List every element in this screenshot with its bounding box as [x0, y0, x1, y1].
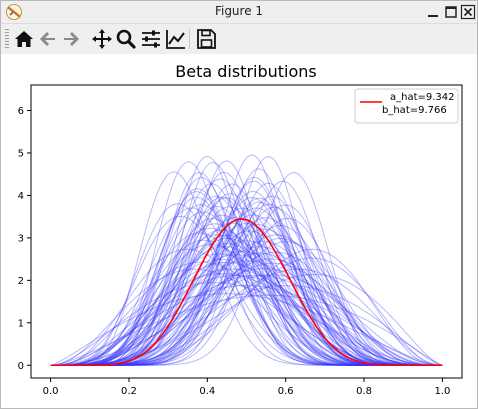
- sample-beta-curve: [50, 258, 443, 366]
- sample-beta-curve: [50, 282, 443, 366]
- y-tick-label: 1: [18, 318, 24, 329]
- x-tick-label: 0.2: [121, 386, 137, 397]
- sample-beta-curve: [50, 261, 443, 366]
- sample-beta-curve: [50, 195, 443, 366]
- x-tick-label: 0.8: [356, 386, 372, 397]
- sample-beta-curve: [50, 180, 443, 366]
- sample-beta-curve: [50, 268, 443, 366]
- sample-beta-curve: [50, 250, 443, 366]
- window-title: Figure 1: [214, 4, 264, 18]
- sample-beta-curve: [50, 274, 443, 366]
- sample-beta-curve: [50, 206, 443, 366]
- y-tick-label: 0: [18, 361, 24, 372]
- navigation-toolbar: [1, 24, 477, 54]
- sample-beta-curve: [50, 217, 443, 366]
- matplotlib-app-icon: [6, 4, 22, 20]
- y-axis-ticks: 0 1 2 3 4 5 6: [18, 106, 31, 372]
- y-tick-label: 5: [18, 148, 24, 159]
- maximize-icon[interactable]: [443, 4, 459, 20]
- sample-beta-curve: [50, 274, 443, 366]
- minimize-icon[interactable]: [425, 4, 441, 20]
- sample-beta-curve: [50, 234, 443, 366]
- sample-beta-curve: [50, 242, 443, 366]
- y-tick-label: 3: [18, 233, 24, 244]
- sample-beta-curve: [50, 294, 443, 366]
- save-icon[interactable]: [194, 27, 218, 51]
- legend-box: [354, 88, 459, 124]
- sample-beta-curve: [50, 252, 443, 366]
- sample-curves: [50, 154, 443, 366]
- back-arrow-icon[interactable]: [36, 27, 60, 51]
- title-bar: Figure 1: [1, 1, 477, 24]
- zoom-icon[interactable]: [114, 27, 138, 51]
- sample-beta-curve: [50, 285, 443, 366]
- sample-beta-curve: [50, 225, 443, 366]
- close-icon[interactable]: [460, 4, 476, 20]
- sample-beta-curve: [50, 240, 443, 366]
- sample-beta-curve: [50, 262, 443, 366]
- legend: a_hat=9.342 b_hat=9.766: [354, 88, 459, 124]
- sample-beta-curve: [50, 258, 443, 366]
- sample-beta-curve: [50, 261, 443, 366]
- x-tick-label: 1.0: [434, 386, 450, 397]
- sample-beta-curve: [50, 203, 443, 366]
- fitted-beta-curve: [50, 218, 443, 367]
- x-tick-label: 0.0: [43, 386, 59, 397]
- y-tick-label: 2: [18, 276, 24, 287]
- x-axis-ticks: 0.0 0.2 0.4 0.6 0.8 1.0: [43, 378, 450, 397]
- beta-chart: Beta distributions 0.0 0.2 0.4 0.6 0.8 1.0 0 1…: [18, 62, 463, 397]
- home-icon[interactable]: [12, 27, 36, 51]
- y-tick-label: 4: [18, 191, 24, 202]
- sample-beta-curve: [50, 217, 443, 366]
- edit-axis-icon[interactable]: [164, 27, 188, 51]
- sample-beta-curve: [50, 293, 443, 366]
- figure-canvas[interactable]: Beta distributions 0.0 0.2 0.4 0.6 0.8 1.0 0 1…: [1, 55, 477, 405]
- sample-beta-curve: [50, 172, 443, 366]
- subplots-config-icon[interactable]: [139, 27, 163, 51]
- pan-icon[interactable]: [90, 27, 114, 51]
- sample-beta-curve: [50, 171, 443, 366]
- sample-beta-curve: [50, 253, 443, 366]
- legend-entry-a-hat: a_hat=9.342: [390, 92, 455, 103]
- sample-beta-curve: [50, 246, 443, 366]
- sample-beta-curve: [50, 274, 443, 366]
- sample-beta-curve: [50, 267, 443, 366]
- forward-arrow-icon[interactable]: [59, 27, 83, 51]
- toolbar-separator: [189, 29, 190, 49]
- toolbar-grip[interactable]: [5, 29, 9, 49]
- sample-beta-curve: [50, 254, 443, 366]
- x-tick-label: 0.6: [278, 386, 294, 397]
- sample-beta-curve: [50, 246, 443, 366]
- sample-beta-curve: [50, 260, 443, 366]
- legend-entry-b-hat: b_hat=9.766: [382, 105, 447, 116]
- y-tick-label: 6: [18, 106, 24, 117]
- sample-beta-curve: [50, 268, 443, 366]
- sample-beta-curve: [50, 273, 443, 366]
- x-tick-label: 0.4: [199, 386, 215, 397]
- chart-title: Beta distributions: [175, 62, 317, 81]
- sample-beta-curve: [50, 274, 443, 366]
- sample-beta-curve: [50, 285, 443, 366]
- sample-beta-curve: [50, 204, 443, 366]
- sample-beta-curve: [50, 248, 443, 366]
- plot-frame: [30, 84, 463, 379]
- sample-beta-curve: [50, 268, 443, 366]
